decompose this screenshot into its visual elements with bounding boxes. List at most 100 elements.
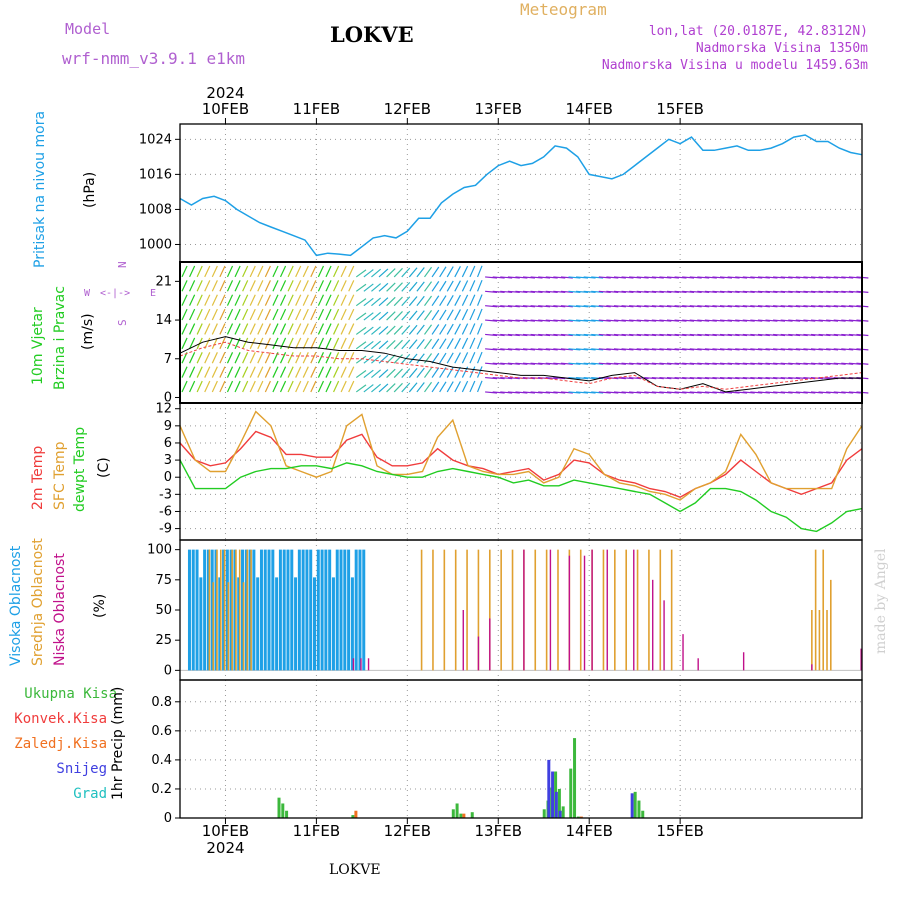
precip-tick-label: 0.2 [151, 782, 172, 797]
wind-arrow [644, 305, 657, 308]
wind-arrow [401, 296, 411, 307]
wind-arrow [340, 337, 347, 350]
wind-arrow [689, 362, 702, 365]
wind-arrow [325, 380, 332, 393]
wind-arrow [507, 276, 520, 279]
wind-arrow [340, 380, 347, 393]
wind-arrow [492, 276, 505, 279]
wind-arrow [279, 280, 287, 292]
wind-arrow [735, 376, 748, 380]
wind-arrow [818, 362, 831, 365]
wind-arrow [446, 266, 454, 278]
wind-arrow [735, 391, 748, 394]
wind-arrow [348, 323, 355, 335]
wind-arrow [378, 282, 389, 292]
top-day-label: 12FEB [384, 100, 431, 118]
wind-arrow [636, 333, 649, 337]
wind-arrow [591, 362, 604, 365]
wind-arrow [704, 276, 717, 279]
wind-gust-line [179, 341, 863, 390]
wind-arrow [575, 290, 589, 293]
wind-arrow [553, 276, 566, 279]
wind-arrow [371, 369, 382, 379]
wind-arrow [340, 352, 347, 364]
wind-arrow [515, 333, 528, 337]
wind-arrow [181, 308, 188, 321]
wind-arrow [674, 376, 687, 380]
wind-arrow [644, 333, 657, 337]
wind-arrow [848, 333, 861, 337]
wind-arrow [340, 280, 347, 292]
wind-arrow [757, 319, 770, 322]
wind-arrow [818, 305, 831, 308]
wind-arrow [226, 308, 234, 321]
wind-arrow [507, 376, 520, 380]
wind-arrow [712, 376, 725, 380]
precip-conv-bar [462, 813, 466, 818]
wind-arrow [697, 391, 710, 394]
temp-tick-label: 6 [164, 436, 172, 451]
wind-arrow [522, 305, 536, 308]
cloud-tick-label: 75 [155, 573, 172, 588]
precip-snow-bar [554, 791, 558, 818]
wind-arrow [674, 348, 687, 351]
wind-arrow [757, 376, 770, 380]
wind-arrow [264, 265, 271, 278]
wind-arrow [591, 276, 604, 279]
wind-arrow [704, 391, 717, 394]
wind-arrow [803, 276, 816, 279]
wind-arrow [606, 290, 619, 293]
wind-arrow [636, 319, 649, 322]
wind-arrow [841, 276, 854, 279]
wind-arrow [446, 381, 454, 393]
wind-arrow [530, 362, 543, 365]
wind-arrow [553, 348, 566, 351]
wind-arrow [795, 305, 808, 308]
wind-arrow [674, 319, 687, 322]
wind-arrow [810, 333, 823, 337]
wind-arrow [257, 323, 264, 335]
wind-arrow [636, 276, 649, 279]
wind-arrow [538, 333, 551, 337]
wind-arrow [629, 348, 642, 351]
wind-arrow [606, 333, 619, 337]
wind-arrow [750, 305, 763, 308]
wind-arrow [848, 362, 861, 365]
wind-arrow [591, 305, 604, 308]
wind-arrow [204, 294, 211, 306]
wind-arrow [272, 380, 279, 393]
wind-arrow [848, 348, 861, 351]
wind-arrow [211, 280, 218, 292]
wind-arrow [636, 290, 649, 293]
wind-arrow [242, 294, 249, 306]
wind-arrow [826, 391, 839, 394]
wind-arrow [598, 290, 611, 293]
wind-arrow [431, 352, 440, 364]
wind-arrow [515, 362, 528, 365]
wind-arrow [378, 383, 389, 393]
wind-arrow [674, 305, 687, 308]
wind-arrow [454, 280, 461, 292]
wind-arrow [719, 362, 733, 365]
wind-arrow [242, 265, 249, 278]
wind-arrow [249, 352, 256, 364]
wind-arrow [613, 319, 626, 322]
wind-arrow [401, 368, 411, 378]
wind-arrow [644, 348, 657, 351]
wind-arrow [750, 348, 763, 351]
wind-arrow [515, 391, 528, 394]
wind-arrow [302, 294, 309, 306]
wind-arrow [689, 391, 702, 394]
wind-arrow [651, 319, 664, 322]
wind-arrow [826, 333, 839, 337]
wind-arrow [704, 305, 717, 308]
wind-arrow [310, 308, 317, 321]
wind-arrow [833, 348, 846, 351]
wind-arrow [666, 348, 679, 351]
wind-arrow [674, 276, 687, 279]
wind-arrow [302, 280, 309, 292]
wind-arrow [257, 308, 264, 321]
wind-arrow [249, 294, 256, 306]
wind-arrow [302, 308, 309, 321]
wind-arrow [727, 290, 740, 293]
